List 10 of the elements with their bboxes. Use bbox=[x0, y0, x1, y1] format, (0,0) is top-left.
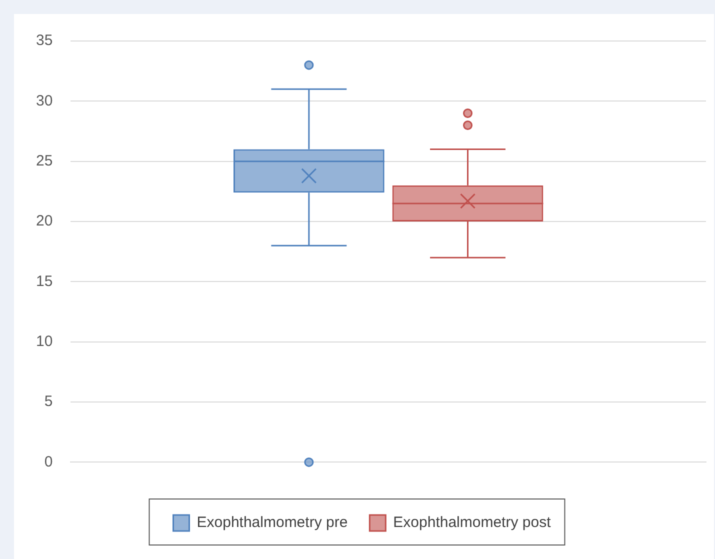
y-tick-label: 10 bbox=[36, 333, 53, 350]
y-tick-label: 35 bbox=[36, 32, 53, 50]
legend-label: Exophthalmometry post bbox=[393, 514, 552, 532]
y-tick-label: 30 bbox=[36, 92, 53, 110]
y-tick-label: 20 bbox=[36, 212, 53, 230]
y-tick-label: 0 bbox=[44, 453, 53, 470]
legend-label: Exophthalmometry pre bbox=[196, 514, 348, 532]
y-tick-label: 15 bbox=[36, 272, 53, 290]
y-tick-label: 5 bbox=[44, 393, 53, 410]
y-tick-label: 25 bbox=[36, 152, 53, 170]
